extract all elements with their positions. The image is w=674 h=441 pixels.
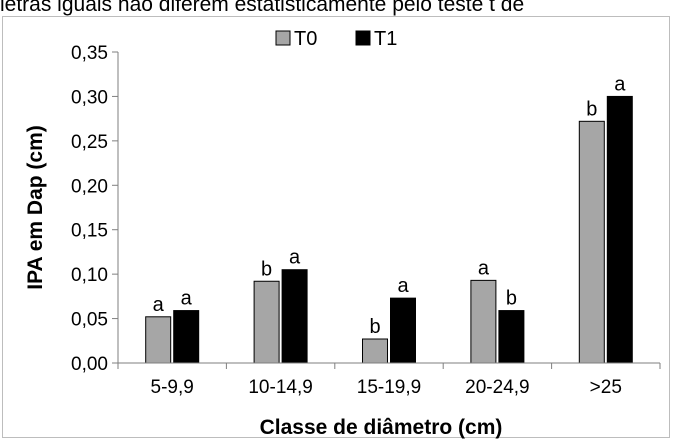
y-tick-label: 0,15 bbox=[71, 221, 108, 242]
significance-letter: b bbox=[369, 316, 380, 338]
significance-letter: b bbox=[261, 258, 272, 280]
significance-letter: a bbox=[289, 247, 301, 269]
x-axis-ticks: 5-9,9 10-14,9 15-19,9 20-24,9 >25 bbox=[117, 363, 661, 398]
caption-text: letras iguais não diferem estatisticamen… bbox=[0, 0, 525, 16]
chart-frame bbox=[2, 16, 670, 438]
legend: T0 T1 bbox=[275, 28, 397, 50]
x-tick-label: 15-19,9 bbox=[357, 377, 421, 398]
bar-t0 bbox=[145, 316, 172, 364]
y-axis-ticks: 0,00 0,05 0,10 0,15 0,20 0,25 0,30 0,35 bbox=[71, 43, 118, 375]
y-tick-label: 0,25 bbox=[71, 132, 108, 153]
x-tick-label: 5-9,9 bbox=[151, 377, 194, 398]
significance-letter: a bbox=[153, 294, 165, 316]
bar-t1 bbox=[498, 310, 525, 364]
x-tick-label: 20-24,9 bbox=[465, 377, 529, 398]
x-tick-label: 10-14,9 bbox=[248, 377, 312, 398]
bar-t0 bbox=[362, 338, 388, 364]
bar-t1 bbox=[173, 310, 200, 364]
y-tick-label: 0,05 bbox=[71, 310, 108, 331]
legend-swatch-t0 bbox=[275, 30, 291, 46]
significance-letter: b bbox=[506, 288, 517, 310]
x-tick-label: >25 bbox=[590, 377, 622, 398]
legend-swatch-t1 bbox=[355, 30, 371, 46]
legend-label-t0: T0 bbox=[294, 28, 317, 50]
bar-t0 bbox=[253, 280, 280, 364]
bars bbox=[145, 95, 633, 364]
x-axis-title: Classe de diâmetro (cm) bbox=[260, 416, 503, 439]
legend-label-t1: T1 bbox=[374, 28, 397, 50]
significance-letter: a bbox=[478, 257, 490, 279]
y-tick-label: 0,20 bbox=[71, 176, 108, 197]
significance-letter: a bbox=[397, 275, 409, 297]
bar-t1 bbox=[606, 95, 633, 364]
bar-t1 bbox=[390, 297, 416, 364]
significance-letter: a bbox=[614, 73, 626, 95]
significance-letter: a bbox=[181, 288, 193, 310]
y-tick-label: 0,35 bbox=[71, 43, 108, 64]
y-tick-label: 0,00 bbox=[71, 354, 108, 375]
y-tick-label: 0,10 bbox=[71, 265, 108, 286]
y-axis-title: IPA em Dap (cm) bbox=[24, 125, 47, 290]
bar-t0 bbox=[578, 120, 605, 364]
bar-t1 bbox=[281, 269, 308, 364]
y-tick-label: 0,30 bbox=[71, 87, 108, 108]
significance-letter: b bbox=[586, 98, 597, 120]
bar-t0 bbox=[470, 279, 497, 364]
